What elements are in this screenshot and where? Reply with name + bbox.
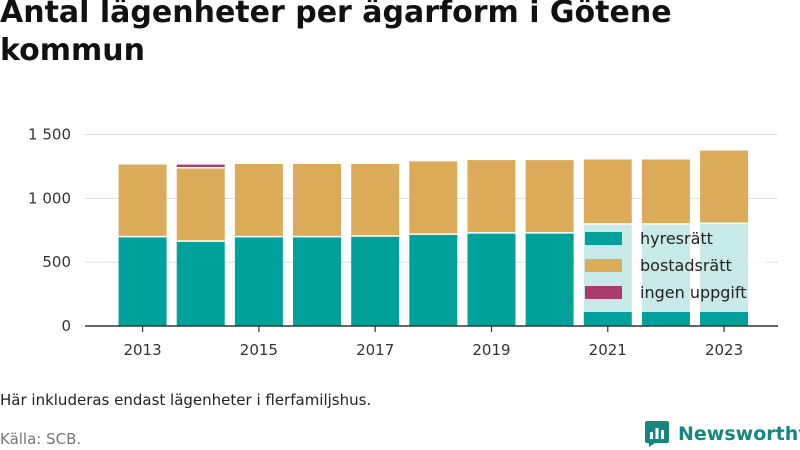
bar-segment (234, 236, 283, 326)
bar-segment (641, 159, 690, 224)
bar-segment (176, 164, 225, 168)
bar-segment (525, 160, 574, 233)
bar-segment (118, 236, 167, 326)
axes: 0 500 1 000 1 500 2013 2015 2017 2019 2021 2023 (28, 126, 778, 359)
bar-segment (118, 164, 167, 237)
chart-title: Antal lägenheter per ägarform i Götene k… (0, 0, 672, 68)
y-tick-label: 1 000 (28, 189, 71, 207)
brand-name: Newsworthy (678, 423, 800, 445)
bar-segment (467, 232, 516, 326)
bar-segment (234, 163, 283, 237)
legend-swatch (585, 259, 622, 272)
y-tick-label: 1 500 (28, 126, 71, 144)
x-tick-label: 2013 (123, 341, 161, 359)
chart-note: Här inkluderas endast lägenheter i flerf… (0, 391, 372, 409)
x-tick-label: 2019 (472, 341, 510, 359)
bar-segment (409, 234, 458, 326)
newsworthy-logo[interactable]: Newsworthy (644, 419, 800, 449)
bar-segment (583, 159, 632, 224)
bar-segment (351, 236, 400, 326)
legend-label: ingen uppgift (640, 283, 747, 302)
legend-swatch (585, 286, 622, 299)
bar-segment (293, 236, 342, 326)
bar-segment (700, 150, 749, 224)
x-tick-label: 2021 (589, 341, 627, 359)
bar-segment (293, 163, 342, 237)
legend-label: hyresrätt (640, 229, 713, 248)
bar-segment (409, 161, 458, 235)
bar-segment (351, 163, 400, 237)
source-text: Källa: SCB. (0, 430, 82, 448)
legend-swatch (585, 232, 622, 245)
legend-label: bostadsrätt (640, 256, 732, 275)
bar-segment (525, 232, 574, 326)
x-tick-label: 2023 (705, 341, 743, 359)
y-tick-label: 500 (42, 253, 71, 271)
x-tick-label: 2017 (356, 341, 394, 359)
x-tick-label: 2015 (240, 341, 278, 359)
bar-segment (176, 241, 225, 326)
bar-segment (467, 160, 516, 233)
bar-segment (176, 167, 225, 242)
y-tick-label: 0 (61, 317, 71, 335)
newsworthy-logo-icon (645, 421, 669, 447)
legend: hyresrätt bostadsrätt ingen uppgift (576, 224, 766, 312)
